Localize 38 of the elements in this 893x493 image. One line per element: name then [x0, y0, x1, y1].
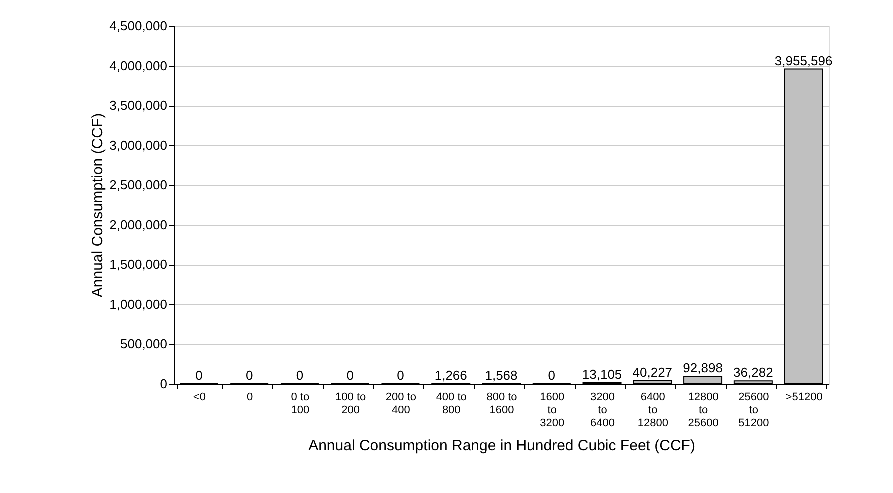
data-label: 0	[246, 368, 254, 383]
x-tick-label: 800 to 1600	[486, 392, 518, 416]
x-tick-label: 0	[247, 392, 254, 404]
y-tick-label: 4,500,000	[110, 18, 168, 34]
x-tick-label: 0 to 100	[291, 392, 310, 416]
data-label: 92,898	[683, 360, 723, 376]
x-tick-label: 400 to 800	[436, 392, 467, 416]
y-tick-label: 4,000,000	[110, 58, 168, 74]
x-tick-label: 25600 to 51200	[738, 392, 770, 430]
x-tick-label: 100 to 200	[336, 392, 366, 416]
x-tick-label: <0	[193, 392, 206, 404]
data-label: 0	[548, 368, 556, 383]
data-label: 0	[346, 368, 354, 383]
x-tick-label: 3200 to 6400	[590, 392, 616, 430]
x-tick-label: 200 to 400	[386, 392, 417, 416]
x-tick-label: 1600 to 3200	[540, 392, 565, 430]
data-label: 40,227	[632, 364, 673, 380]
y-tick-label: 1,000,000	[110, 296, 168, 312]
y-tick-label: 2,500,000	[110, 178, 168, 193]
data-label: 3,955,596	[774, 53, 833, 68]
y-tick-label: 0	[160, 376, 168, 392]
data-label: 36,282	[734, 365, 774, 380]
x-tick-label: >51200	[786, 392, 823, 404]
x-axis-title: Annual Consumption Range in Hundred Cubic Feet (CCF)	[308, 438, 696, 454]
x-tick-label: 12800 to 25600	[688, 392, 719, 430]
y-tick-label: 3,500,000	[110, 98, 168, 114]
data-label: 1,266	[434, 368, 468, 383]
y-tick-label: 3,000,000	[110, 138, 168, 153]
data-label: 0	[296, 368, 304, 383]
y-tick-label: 2,000,000	[110, 217, 168, 232]
y-tick-label: 500,000	[120, 336, 168, 352]
data-label: 0	[196, 368, 203, 383]
y-axis-title: Annual Consumption (CCF)	[90, 113, 107, 298]
data-label: 1,568	[485, 368, 518, 383]
data-label: 13,105	[582, 366, 622, 382]
x-tick-label: 6400 to 12800	[638, 392, 668, 430]
y-tick-label: 1,500,000	[110, 257, 168, 272]
data-label: 0	[397, 368, 404, 383]
